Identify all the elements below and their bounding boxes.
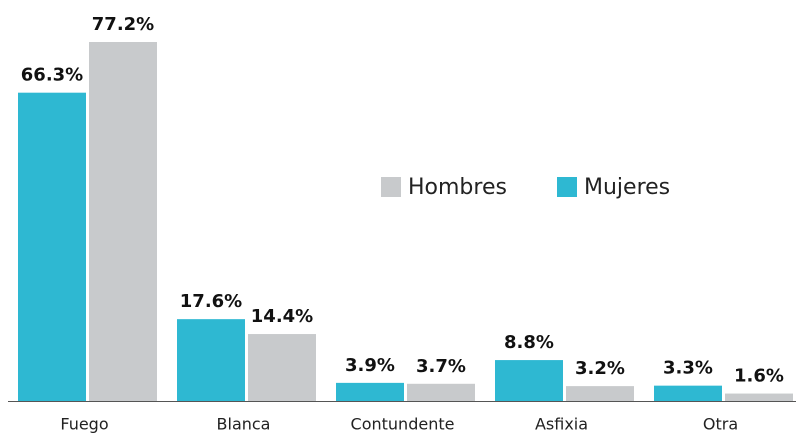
bar [495, 360, 563, 401]
bar [89, 42, 157, 401]
bar [654, 385, 722, 401]
x-tick-label: Fuego [60, 415, 108, 434]
x-tick-label: Otra [703, 415, 738, 434]
x-tick-label: Blanca [217, 415, 271, 434]
bar [18, 92, 86, 402]
value-label: 14.4% [251, 306, 313, 327]
value-label: 1.6% [734, 366, 784, 387]
value-label: 17.6% [180, 291, 242, 312]
legend-label: Hombres [408, 175, 507, 200]
bar [566, 386, 634, 401]
legend-swatch [557, 177, 577, 197]
value-label: 3.3% [663, 358, 713, 379]
value-label: 8.8% [504, 332, 554, 353]
bar [177, 319, 245, 401]
x-tick-label: Contundente [351, 415, 455, 434]
value-label: 3.9% [345, 355, 395, 376]
bar [248, 334, 316, 401]
bar [725, 393, 793, 401]
value-label: 77.2% [92, 14, 154, 35]
value-label: 3.2% [575, 358, 625, 379]
value-label: 3.7% [416, 356, 466, 377]
legend-label: Mujeres [584, 175, 670, 200]
legend-swatch [381, 177, 401, 197]
bar [336, 382, 404, 401]
x-tick-label: Asfixia [535, 415, 588, 434]
bar [407, 383, 475, 401]
value-label: 66.3% [21, 65, 83, 86]
